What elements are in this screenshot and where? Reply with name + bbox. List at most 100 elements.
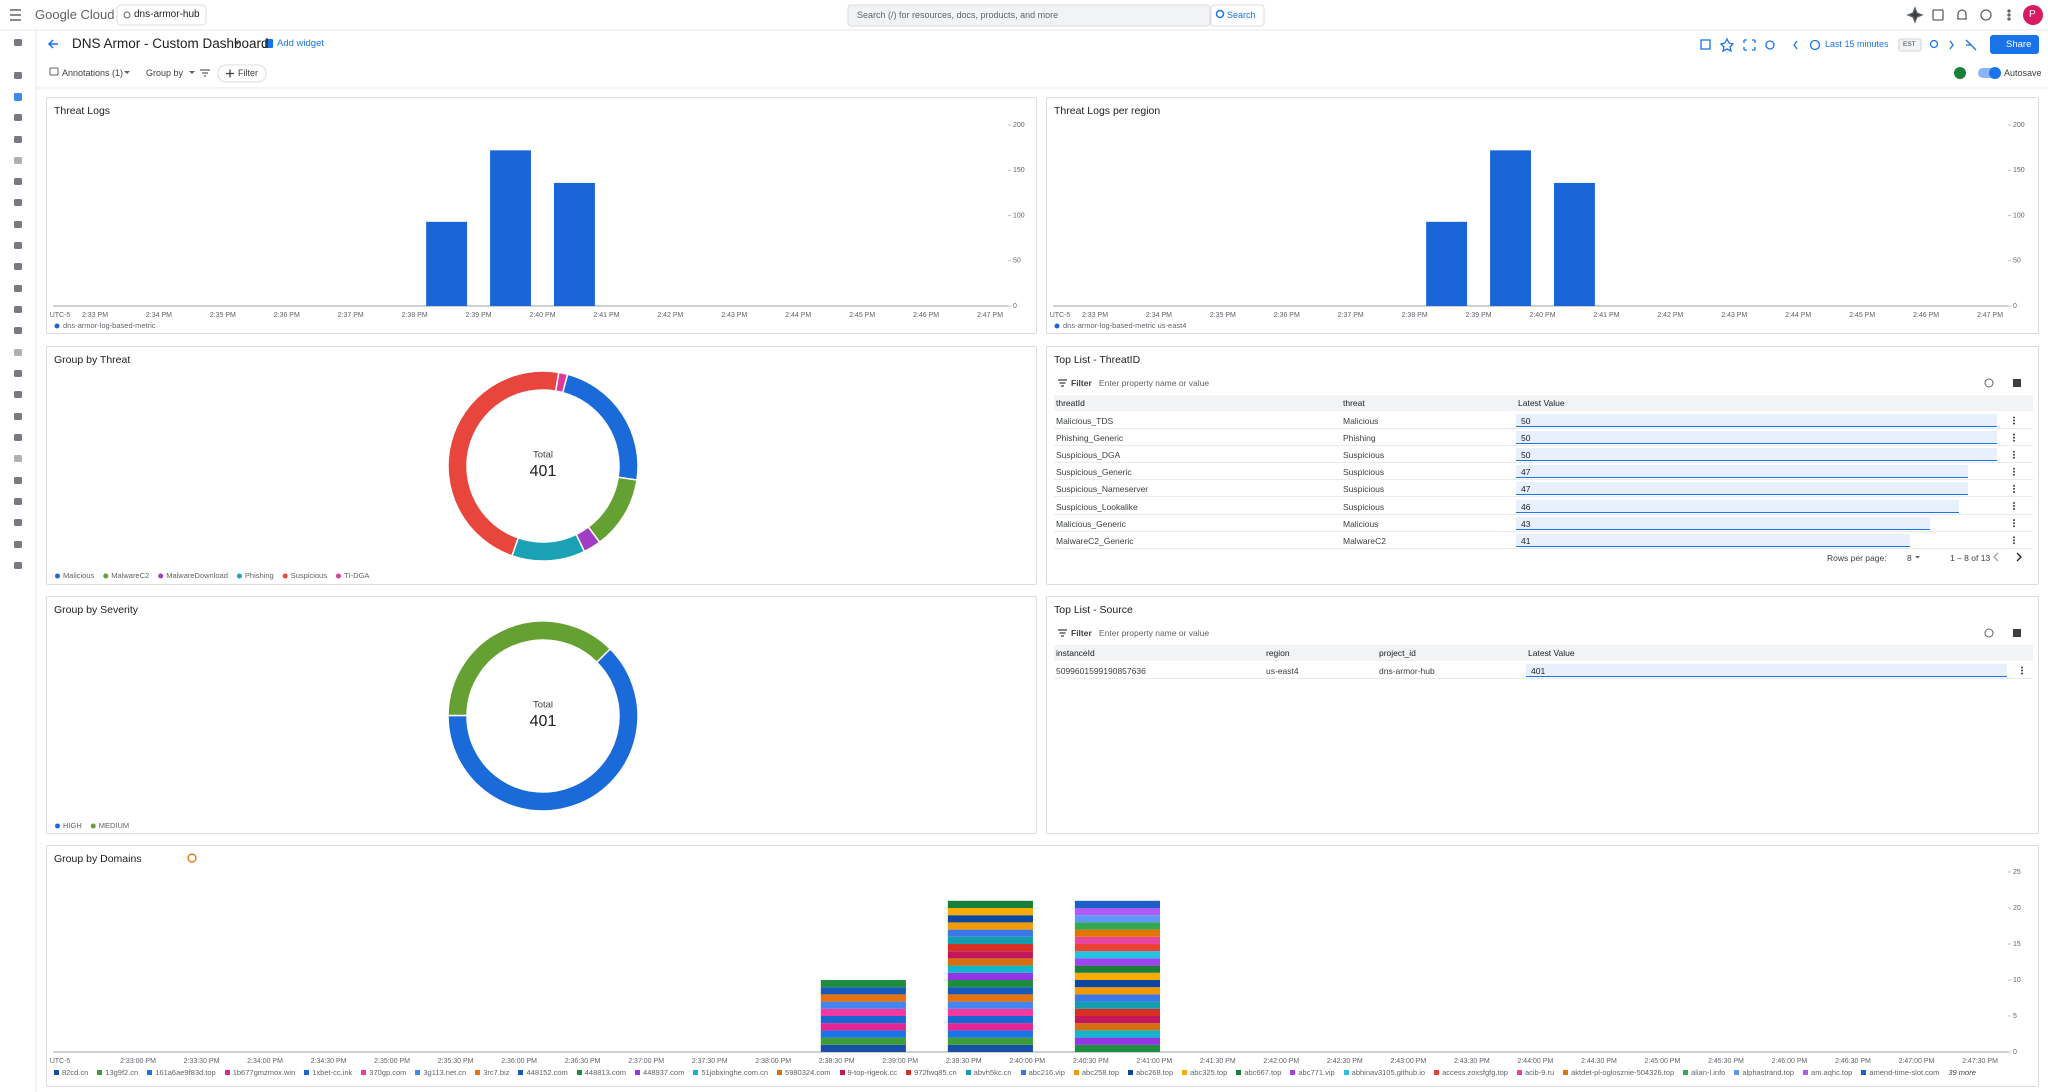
nav-icon[interactable] xyxy=(14,114,22,121)
filter-input[interactable]: Enter property name or value xyxy=(1099,628,1210,638)
search-placeholder[interactable]: Search (/) for resources, docs, products… xyxy=(857,10,1059,20)
filter-input[interactable]: Enter property name or value xyxy=(1099,378,1210,388)
legend-label: alian-l.info xyxy=(1691,1068,1726,1077)
cell: dns-armor-hub xyxy=(1379,666,1435,676)
nav-icon[interactable] xyxy=(14,413,22,420)
nav-icon[interactable] xyxy=(14,541,22,548)
x-tick-label: 2:47:30 PM xyxy=(1962,1058,1998,1065)
cell: Suspicious xyxy=(1343,467,1385,478)
nav-icon[interactable] xyxy=(14,477,22,484)
legend-label: amend-time-slot.com xyxy=(1869,1068,1940,1077)
legend-item: abc216.vip xyxy=(1020,1068,1065,1077)
search-label[interactable]: Search xyxy=(1227,10,1256,20)
chart: UTC-5 2:33 PM 2:34 PM 2:35 PM 2:36 PM 2:37 PM… xyxy=(1050,122,2025,330)
group-by[interactable]: Group by xyxy=(146,68,184,78)
nav-icon[interactable] xyxy=(14,157,22,164)
x-tick-label: 2:36:00 PM xyxy=(501,1058,537,1065)
legend-marker xyxy=(1803,1070,1809,1075)
menu-icon[interactable] xyxy=(10,9,21,21)
nav-icon[interactable] xyxy=(14,221,22,228)
x-tick-label: 2:47 PM xyxy=(1977,312,2003,319)
prev-page[interactable] xyxy=(1993,552,1999,562)
cell: 47 xyxy=(1521,484,1531,495)
row-menu-dot xyxy=(2013,473,2015,476)
legend-marker xyxy=(906,1070,912,1075)
legend-label: acib-9.ru xyxy=(1524,1068,1555,1077)
filter-chip[interactable] xyxy=(217,64,267,83)
add-widget-icon[interactable] xyxy=(265,39,273,48)
nav-icon[interactable] xyxy=(14,562,22,569)
filter-label[interactable]: Filter xyxy=(238,68,258,78)
bar-segment xyxy=(1074,944,1160,952)
donut-segment xyxy=(447,620,612,717)
legend-label: 370gp.com xyxy=(369,1068,407,1077)
nav-icon[interactable] xyxy=(14,136,22,143)
nav-icon[interactable] xyxy=(14,263,22,270)
legend-label: abc216.vip xyxy=(1028,1068,1065,1077)
x-tick-label: 2:38 PM xyxy=(1402,312,1428,319)
nav-icon[interactable] xyxy=(14,391,22,398)
cell: 5099601599190857636 xyxy=(1056,666,1146,676)
time-range[interactable]: Last 15 minutes xyxy=(1825,39,1889,49)
nav-icon[interactable] xyxy=(14,72,22,79)
x-tick-label: 2:38 PM xyxy=(402,312,428,319)
timezone-chip[interactable]: EST xyxy=(1903,41,1916,48)
row-menu-dot xyxy=(2013,487,2015,490)
legend-marker xyxy=(236,573,242,579)
nav-icon[interactable] xyxy=(14,434,22,441)
rows-per-page[interactable]: 8 xyxy=(1907,553,1912,563)
help-icon xyxy=(1984,378,1994,388)
x-tick-label: 2:35 PM xyxy=(1210,312,1236,319)
nav-icon[interactable] xyxy=(14,519,22,526)
bar-segment xyxy=(1074,1037,1160,1045)
nav-icon[interactable] xyxy=(14,178,22,185)
annotations-icon[interactable] xyxy=(49,67,59,76)
search-button[interactable] xyxy=(1210,4,1265,27)
legend-label: dns-armor-log-based-metric us-east4 xyxy=(1063,321,1186,330)
project-name[interactable]: dns-armor-hub xyxy=(134,9,200,20)
nav-icon[interactable] xyxy=(14,370,22,377)
search-box[interactable] xyxy=(847,4,1211,27)
avatar[interactable] xyxy=(2023,5,2043,25)
x-tick-label: 2:35:30 PM xyxy=(438,1058,474,1065)
nav-icon[interactable] xyxy=(14,349,22,356)
cell: 43 xyxy=(1521,518,1531,529)
nav-icon[interactable] xyxy=(14,93,22,101)
share-label[interactable]: Share xyxy=(2006,39,2032,50)
nav-icon[interactable] xyxy=(14,285,22,292)
filter-icon[interactable] xyxy=(200,69,210,77)
header-icons[interactable] xyxy=(1906,6,2011,24)
legend-label: alphastrand.top xyxy=(1742,1068,1795,1077)
legend-label: MalwareDownload xyxy=(166,571,228,580)
next-page[interactable] xyxy=(2016,552,2022,562)
nav-icon[interactable] xyxy=(14,455,22,462)
back-button[interactable] xyxy=(47,39,58,49)
filter-label: Filter xyxy=(1071,378,1092,388)
x-tick-label: 2:43 PM xyxy=(1721,312,1747,319)
bar-segment xyxy=(1074,972,1160,980)
nav-icon[interactable] xyxy=(14,498,22,505)
cell: 50 xyxy=(1521,416,1531,426)
bar-segment xyxy=(947,972,1033,980)
x-tick-label: 2:35:00 PM xyxy=(374,1058,410,1065)
nav-icon[interactable] xyxy=(14,199,22,206)
bar-segment xyxy=(947,1037,1033,1045)
bar-segment xyxy=(820,1023,906,1031)
nav-icon[interactable] xyxy=(14,327,22,334)
cell: Suspicious_Nameserver xyxy=(1056,484,1149,495)
annotations[interactable]: Annotations (1) xyxy=(62,68,124,78)
share-button[interactable] xyxy=(1990,35,2039,54)
nav-icon[interactable] xyxy=(14,242,22,249)
row-menu-dot xyxy=(2013,519,2015,522)
add-widget[interactable]: Add widget xyxy=(277,38,325,49)
x-tick-label: 2:37 PM xyxy=(338,312,364,319)
legend-label: abc268.top xyxy=(1136,1068,1174,1077)
project-picker[interactable] xyxy=(116,4,207,26)
dashboard-title: DNS Armor - Custom Dashboard xyxy=(72,36,269,51)
title-caret[interactable] xyxy=(234,42,240,45)
legend: 82cd.cn 13g9f2.cn 161a6ae9f83d.top 1b677gmz… xyxy=(54,1068,1976,1077)
avatar-letter[interactable]: P xyxy=(2029,9,2036,20)
nav-icon[interactable] xyxy=(14,39,22,46)
toolbar-icons[interactable] xyxy=(1700,37,1977,53)
nav-icon[interactable] xyxy=(14,306,22,313)
